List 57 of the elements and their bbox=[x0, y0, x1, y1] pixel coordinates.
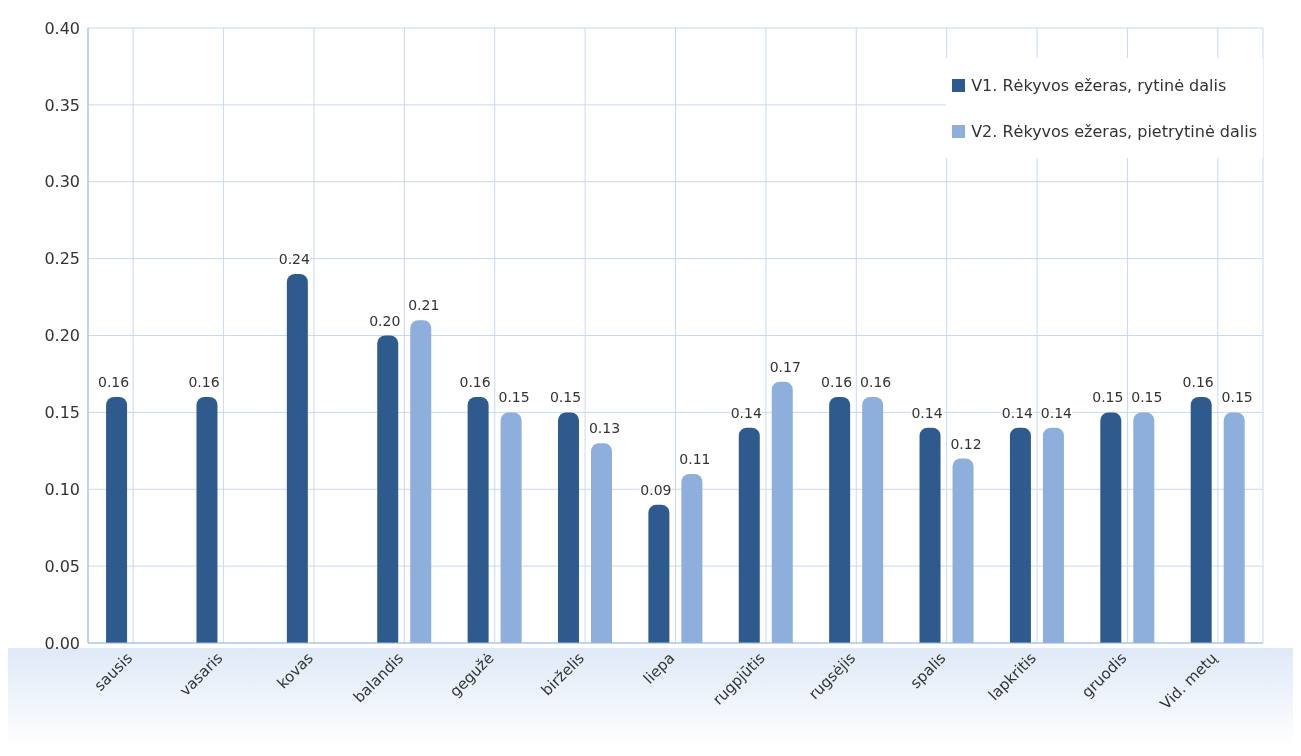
y-tick-label: 0.35 bbox=[44, 95, 80, 115]
y-tick-label: 0.10 bbox=[44, 479, 80, 499]
bar bbox=[1133, 412, 1155, 643]
bar bbox=[467, 397, 489, 643]
data-label: 0.15 bbox=[1131, 389, 1163, 406]
bar bbox=[771, 381, 793, 643]
bar bbox=[1223, 412, 1245, 643]
data-label: 0.21 bbox=[408, 297, 440, 314]
bar bbox=[862, 397, 884, 643]
y-tick-label: 0.40 bbox=[44, 18, 80, 38]
data-label: 0.14 bbox=[1040, 404, 1073, 421]
data-label: 0.16 bbox=[188, 374, 220, 390]
data-label: 0.15 bbox=[1092, 389, 1124, 406]
data-label: 0.14 bbox=[911, 404, 943, 421]
y-tick-label: 0.25 bbox=[44, 249, 80, 269]
legend-label: V1. Rėkyvos ežeras, rytinė dalis bbox=[971, 75, 1227, 95]
data-label: 0.16 bbox=[97, 374, 130, 390]
y-tick-label: 0.00 bbox=[44, 633, 80, 653]
bar bbox=[500, 412, 522, 643]
bar bbox=[410, 320, 432, 643]
bar bbox=[681, 473, 703, 643]
bar bbox=[1009, 427, 1031, 643]
data-label: 0.16 bbox=[1182, 374, 1214, 390]
y-tick-label: 0.15 bbox=[44, 403, 80, 423]
bar bbox=[1100, 412, 1122, 643]
bar bbox=[1190, 397, 1212, 643]
bar bbox=[196, 397, 218, 643]
data-label: 0.11 bbox=[679, 450, 711, 467]
data-label: 0.17 bbox=[769, 358, 801, 375]
data-label: 0.09 bbox=[640, 481, 672, 498]
data-label: 0.15 bbox=[1221, 389, 1253, 406]
bar bbox=[591, 443, 612, 643]
data-label: 0.24 bbox=[278, 251, 311, 267]
bar bbox=[952, 458, 974, 643]
data-label: 0.16 bbox=[459, 374, 491, 390]
y-tick-label: 0.30 bbox=[44, 172, 80, 192]
bar bbox=[919, 427, 941, 643]
data-label: 0.16 bbox=[860, 374, 892, 390]
data-label: 0.20 bbox=[369, 312, 401, 329]
bar bbox=[738, 427, 760, 643]
bar bbox=[648, 504, 670, 643]
data-label: 0.14 bbox=[730, 404, 762, 421]
y-tick-label: 0.05 bbox=[44, 556, 80, 576]
bar bbox=[286, 274, 308, 643]
bar bbox=[829, 397, 851, 643]
data-label: 0.13 bbox=[588, 420, 621, 437]
legend-label: V2. Rėkyvos ežeras, pietrytinė dalis bbox=[971, 121, 1257, 141]
data-label: 0.16 bbox=[821, 374, 853, 390]
data-label: 0.14 bbox=[1001, 404, 1034, 421]
data-label: 0.15 bbox=[549, 389, 582, 406]
data-label: 0.12 bbox=[950, 435, 982, 452]
y-tick-label: 0.20 bbox=[44, 326, 80, 346]
bar bbox=[106, 397, 128, 643]
bar bbox=[377, 335, 399, 643]
data-label: 0.15 bbox=[498, 389, 530, 406]
bar bbox=[558, 412, 579, 643]
bar bbox=[1042, 427, 1064, 643]
